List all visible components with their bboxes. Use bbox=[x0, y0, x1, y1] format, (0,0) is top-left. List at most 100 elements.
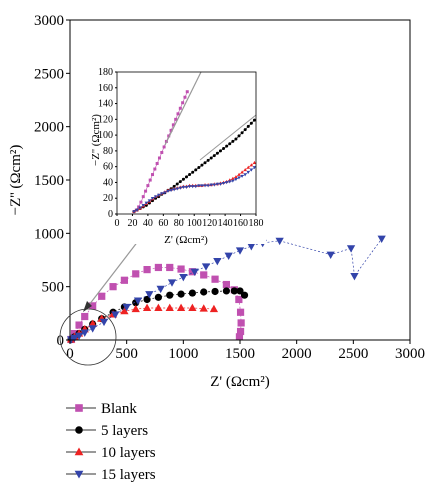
inset-point-5-layers bbox=[252, 118, 256, 122]
main-point-15-layers bbox=[346, 245, 356, 253]
main-point-5-layers bbox=[200, 288, 208, 296]
main-point-10-layers bbox=[131, 304, 140, 313]
inset-point-blank bbox=[137, 205, 141, 209]
main-point-15-layers bbox=[122, 303, 131, 312]
inset-x-axis: 0 20 40 60 80 100 120 140 160 180 bbox=[115, 214, 264, 229]
main-point-blank bbox=[98, 292, 106, 300]
inset-point-15-layers bbox=[138, 206, 142, 210]
inset-point-15-layers bbox=[234, 178, 238, 182]
main-point-blank bbox=[75, 321, 83, 329]
main-y-tick-label: 2000 bbox=[34, 120, 64, 136]
main-point-5-layers bbox=[230, 287, 238, 295]
inset-fit-line-blank bbox=[164, 71, 202, 146]
inset-point-15-layers bbox=[243, 173, 247, 177]
main-point-10-layers bbox=[142, 303, 152, 312]
inset-point-blank bbox=[146, 184, 150, 188]
inset-point-15-layers bbox=[169, 189, 173, 193]
legend-marker-10-layers bbox=[74, 447, 84, 456]
main-point-5-layers bbox=[236, 287, 244, 295]
inset-point-5-layers bbox=[197, 165, 201, 169]
inset-point-10-layers bbox=[231, 176, 235, 180]
main-point-5-layers bbox=[177, 290, 185, 298]
inset-point-15-layers bbox=[209, 183, 213, 187]
main-point-10-layers bbox=[199, 304, 208, 312]
main-point-blank bbox=[200, 271, 208, 279]
inset-point-15-layers bbox=[181, 185, 186, 189]
inset-point-5-layers bbox=[218, 149, 222, 153]
main-point-blank bbox=[222, 280, 230, 289]
main-point-10-layers bbox=[154, 303, 163, 312]
zoom-circle bbox=[59, 308, 117, 366]
inset-point-5-layers bbox=[222, 147, 226, 151]
inset-y-tick-label: 60 bbox=[103, 162, 113, 173]
inset-x-tick-label: 120 bbox=[202, 218, 217, 229]
inset-point-10-layers bbox=[249, 163, 254, 167]
inset-point-blank bbox=[144, 189, 148, 193]
inset-y-tick-label: 20 bbox=[103, 193, 113, 204]
inset-y-tick-label: 100 bbox=[98, 130, 113, 141]
inset-point-5-layers bbox=[225, 144, 229, 148]
inset-y-tick-label: 140 bbox=[98, 99, 113, 110]
main-point-15-layers bbox=[275, 237, 284, 246]
zoom-pointer-arrowhead bbox=[83, 301, 92, 312]
inset-point-blank bbox=[169, 128, 173, 132]
main-x-tick-label: 1000 bbox=[168, 346, 198, 362]
main-point-15-layers bbox=[190, 268, 199, 277]
inset-point-5-layers bbox=[172, 184, 176, 188]
inset-point-blank bbox=[171, 123, 175, 127]
main-point-blank bbox=[143, 266, 151, 274]
inset-point-15-layers bbox=[141, 204, 145, 208]
main-point-5-layers bbox=[188, 289, 196, 297]
main-point-15-layers bbox=[179, 274, 188, 282]
main-point-5-layers bbox=[154, 293, 162, 301]
main-y-tick-label: 500 bbox=[42, 280, 65, 296]
legend-label-5-layers: 5 layers bbox=[101, 423, 148, 439]
main-point-10-layers bbox=[176, 303, 186, 312]
main-point-blank bbox=[236, 327, 245, 336]
main-y-axis-title: −Z'' (Ωcm²) bbox=[8, 145, 24, 216]
inset-point-blank bbox=[181, 101, 185, 105]
main-point-15-layers bbox=[350, 272, 359, 281]
inset-point-15-layers bbox=[163, 191, 167, 195]
main-point-15-layers bbox=[224, 252, 233, 261]
inset-point-5-layers bbox=[237, 134, 241, 138]
inset-point-blank bbox=[174, 117, 178, 121]
inset-plot: 0 20 40 60 80 100 120 140 160 180 020406080100120… bbox=[90, 67, 266, 246]
inset-point-15-layers bbox=[240, 174, 244, 178]
inset-point-5-layers bbox=[191, 170, 195, 174]
main-point-15-layers bbox=[145, 291, 154, 299]
legend-label-15-layers: 15 layers bbox=[101, 467, 156, 483]
inset-x-tick-label: 20 bbox=[127, 218, 137, 229]
zoom-pointer-line bbox=[88, 235, 143, 306]
main-x-tick-label: 2500 bbox=[338, 346, 368, 362]
inset-point-blank bbox=[185, 90, 189, 94]
main-point-15-layers bbox=[70, 334, 79, 343]
inset-point-5-layers bbox=[231, 139, 235, 143]
inset-x-tick-label: 180 bbox=[249, 218, 264, 229]
main-point-15-layers bbox=[201, 263, 211, 271]
inset-point-15-layers bbox=[252, 166, 257, 170]
inset-point-10-layers bbox=[237, 172, 241, 176]
inset-point-15-layers bbox=[212, 183, 217, 187]
inset-y-axis-title: −Z'' (Ωcm²) bbox=[90, 114, 102, 166]
inset-point-blank bbox=[139, 200, 143, 204]
inset-point-15-layers bbox=[178, 186, 183, 190]
inset-point-5-layers bbox=[209, 156, 213, 160]
inset-point-15-layers bbox=[132, 210, 136, 214]
inset-point-15-layers bbox=[194, 185, 198, 189]
main-point-blank bbox=[154, 263, 162, 272]
inset-point-15-layers bbox=[147, 199, 152, 203]
main-point-5-layers bbox=[222, 287, 230, 295]
inset-point-5-layers bbox=[185, 175, 188, 179]
main-point-blank bbox=[237, 319, 245, 327]
inset-point-15-layers bbox=[184, 185, 189, 189]
main-y-tick-label: 2500 bbox=[34, 66, 64, 82]
inset-y-tick-label: 180 bbox=[98, 67, 113, 78]
main-point-blank bbox=[120, 276, 128, 284]
inset-point-5-layers bbox=[234, 137, 238, 141]
main-x-tick-label: 500 bbox=[115, 346, 138, 362]
main-point-15-layers bbox=[167, 279, 177, 287]
inset-point-15-layers bbox=[175, 187, 179, 191]
main-point-5-layers bbox=[240, 291, 249, 299]
inset-point-10-layers bbox=[234, 175, 238, 179]
